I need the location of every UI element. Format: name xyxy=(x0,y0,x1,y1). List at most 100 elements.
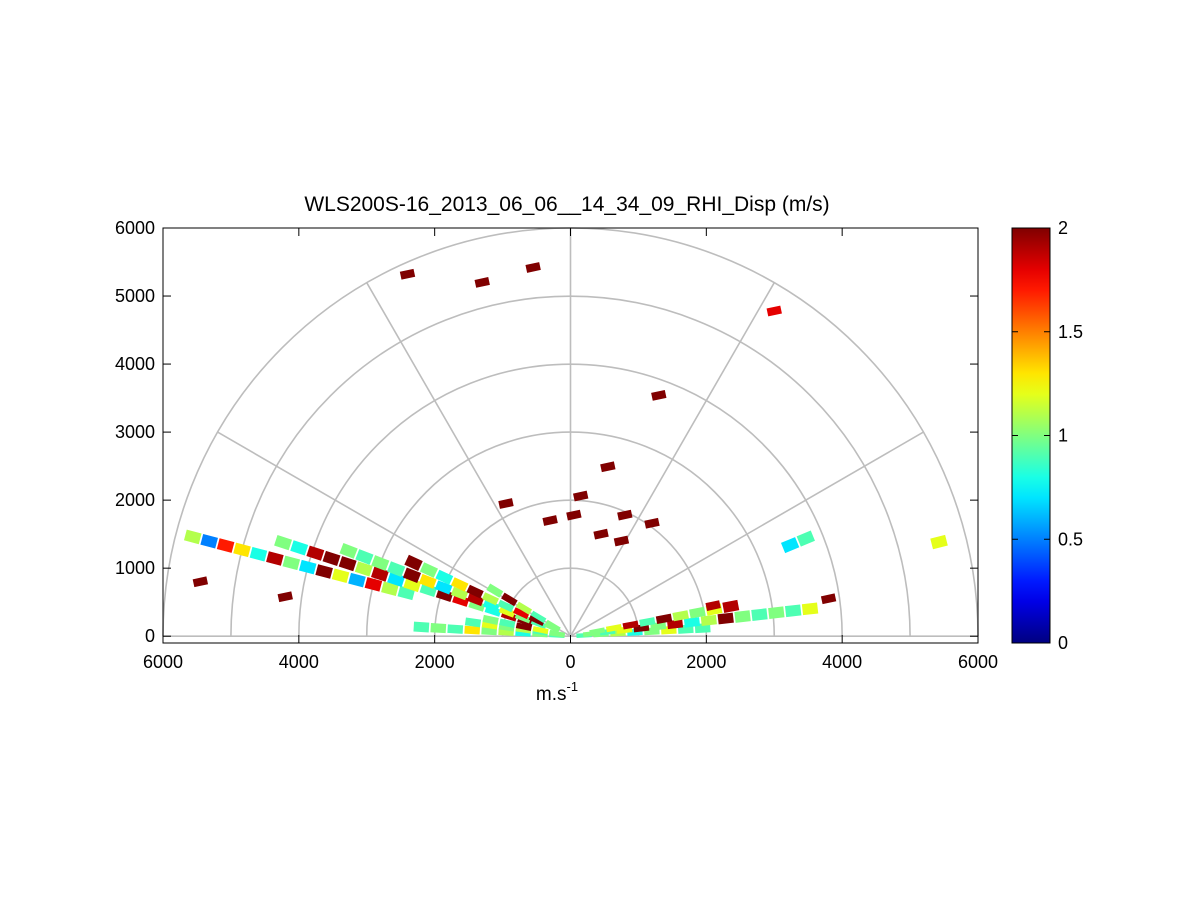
range-gate xyxy=(717,612,734,625)
range-gate xyxy=(402,567,422,583)
x-tick-label: 4000 xyxy=(822,652,862,672)
range-gate xyxy=(331,568,350,584)
range-gate xyxy=(266,551,284,566)
range-gate xyxy=(450,586,469,601)
range-gate xyxy=(515,601,533,615)
colorbar: 0 0.5 1 1.5 2 xyxy=(1011,218,1083,653)
y-tick-label: 3000 xyxy=(115,422,155,442)
range-gate xyxy=(183,529,202,545)
range-gate xyxy=(513,607,530,620)
range-gate xyxy=(355,549,374,565)
y-tick-label: 0 xyxy=(145,626,155,646)
range-gate xyxy=(413,621,430,633)
range-gate xyxy=(545,619,561,632)
range-gate xyxy=(274,535,293,551)
x-tick-label: 2000 xyxy=(686,652,726,672)
x-tick-label: 6000 xyxy=(143,652,183,672)
data-point xyxy=(705,600,721,611)
x-tick-label: 6000 xyxy=(958,652,998,672)
range-gate xyxy=(622,620,639,630)
range-gate xyxy=(784,604,802,618)
range-gate xyxy=(481,592,499,606)
range-gate xyxy=(404,554,423,572)
range-gate xyxy=(249,546,268,562)
range-gate xyxy=(381,581,399,596)
range-gate xyxy=(532,626,549,635)
data-point xyxy=(542,515,558,526)
range-gate xyxy=(481,627,497,636)
range-gate xyxy=(497,599,515,613)
x-tick-label: 0 xyxy=(565,652,575,672)
range-gate xyxy=(315,564,333,579)
range-gate xyxy=(930,534,948,550)
range-gate xyxy=(751,608,768,621)
y-tick-label: 1000 xyxy=(115,558,155,578)
data-point xyxy=(399,268,416,280)
range-gate xyxy=(233,542,251,558)
range-gate xyxy=(371,555,390,571)
range-gate xyxy=(768,606,785,620)
data-point xyxy=(498,498,514,509)
range-gate xyxy=(683,617,701,628)
range-gate xyxy=(464,617,482,628)
range-gate xyxy=(435,569,454,585)
range-gate xyxy=(639,617,656,627)
range-gate xyxy=(796,530,815,547)
data-point xyxy=(644,517,660,529)
range-gate xyxy=(499,618,516,629)
range-gate xyxy=(354,561,373,577)
range-gate xyxy=(528,614,545,627)
range-gate xyxy=(282,555,301,571)
range-gate xyxy=(482,614,499,625)
data-point xyxy=(593,528,609,540)
range-gate xyxy=(298,559,317,575)
range-gate xyxy=(339,542,358,559)
range-gate xyxy=(780,537,800,554)
range-gate xyxy=(466,593,484,607)
range-gate xyxy=(486,583,504,598)
range-gate xyxy=(501,592,518,607)
data-point xyxy=(573,490,589,502)
range-gate xyxy=(450,577,469,592)
range-gate xyxy=(801,602,819,616)
range-gate xyxy=(322,550,341,567)
data-point xyxy=(613,535,630,547)
range-gate xyxy=(430,623,447,634)
range-gate xyxy=(419,562,439,578)
range-gate xyxy=(498,605,516,618)
range-gate xyxy=(447,624,464,634)
range-gate xyxy=(200,533,218,549)
y-tick-label: 6000 xyxy=(115,218,155,238)
chart-title: WLS200S-16_2013_06_06__14_34_09_RHI_Disp… xyxy=(304,193,829,216)
range-gate xyxy=(290,540,309,556)
x-axis: 6000 4000 2000 0 2000 4000 6000 xyxy=(143,228,998,672)
x-tick-label: 2000 xyxy=(415,652,455,672)
range-gate xyxy=(722,599,740,613)
data-point xyxy=(192,576,209,588)
data-point xyxy=(820,593,837,605)
polar-spoke-60 xyxy=(569,282,775,637)
range-gate xyxy=(216,538,235,553)
range-gate xyxy=(387,561,406,578)
data-point xyxy=(617,509,633,521)
range-gate xyxy=(655,613,673,625)
colorbar-tick-label: 0.5 xyxy=(1058,529,1083,549)
data-point xyxy=(566,509,582,521)
y-tick-label: 4000 xyxy=(115,354,155,374)
colorbar-tick-label: 2 xyxy=(1058,218,1068,238)
range-gate xyxy=(734,610,751,623)
colorbar-gradient xyxy=(1011,227,1051,644)
range-gate xyxy=(418,573,437,589)
range-gate xyxy=(364,577,383,592)
range-gate xyxy=(530,610,547,624)
data-point xyxy=(277,591,293,603)
polar-spoke-30 xyxy=(570,431,924,637)
range-gate xyxy=(452,594,470,607)
range-gate xyxy=(338,556,357,572)
y-tick-label: 2000 xyxy=(115,490,155,510)
range-gate xyxy=(306,545,325,561)
range-gate xyxy=(464,625,481,635)
y-axis: 0 1000 2000 3000 4000 5000 6000 xyxy=(115,218,978,646)
y-tick-label: 5000 xyxy=(115,286,155,306)
